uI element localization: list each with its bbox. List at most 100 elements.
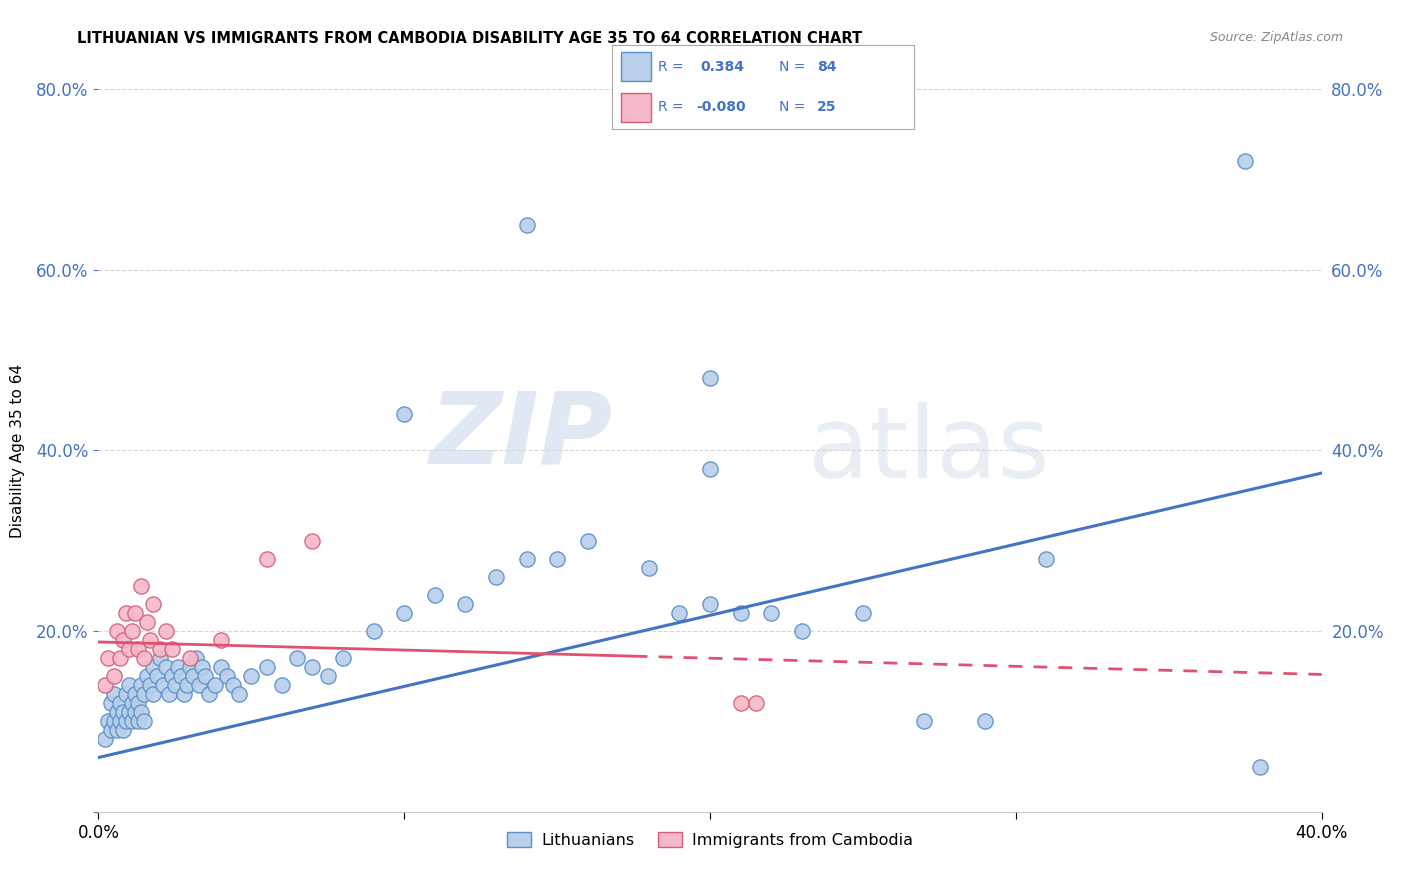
Point	[745, 697, 768, 711]
Text: Source: ZipAtlas.com: Source: ZipAtlas.com	[1209, 31, 1343, 45]
Point	[516, 551, 538, 566]
Bar	[620, 93, 651, 121]
Point	[730, 697, 752, 711]
Point	[105, 706, 128, 720]
Point	[136, 669, 159, 683]
Point	[115, 606, 138, 620]
Point	[912, 714, 935, 729]
Point	[121, 714, 143, 729]
Point	[222, 678, 245, 692]
Point	[108, 697, 131, 711]
Point	[121, 624, 143, 639]
Point	[105, 624, 128, 639]
Text: 0.384: 0.384	[700, 60, 745, 74]
Point	[121, 697, 143, 711]
Point	[228, 687, 250, 701]
Point	[127, 642, 149, 657]
Point	[160, 669, 183, 683]
Point	[668, 606, 690, 620]
Point	[127, 697, 149, 711]
Point	[134, 687, 156, 701]
Point	[157, 687, 180, 701]
Point	[256, 551, 278, 566]
Point	[546, 551, 568, 566]
Point	[204, 678, 226, 692]
Point	[155, 660, 177, 674]
Point	[142, 597, 165, 611]
Text: -0.080: -0.080	[696, 100, 745, 114]
Point	[790, 624, 813, 639]
Point	[103, 714, 125, 729]
Point	[124, 687, 146, 701]
Point	[134, 651, 156, 665]
Point	[316, 669, 339, 683]
Point	[392, 606, 416, 620]
Point	[730, 606, 752, 620]
Point	[139, 633, 162, 648]
Point	[111, 633, 134, 648]
Point	[129, 678, 152, 692]
Point	[215, 669, 238, 683]
Text: N =: N =	[779, 100, 806, 114]
Point	[152, 678, 174, 692]
Point	[127, 714, 149, 729]
Point	[516, 218, 538, 232]
Point	[209, 633, 232, 648]
Point	[115, 714, 138, 729]
Point	[852, 606, 875, 620]
Point	[103, 687, 125, 701]
Point	[191, 660, 214, 674]
Point	[759, 606, 782, 620]
Point	[163, 678, 186, 692]
Point	[270, 678, 292, 692]
Point	[699, 371, 721, 385]
Point	[93, 678, 115, 692]
Point	[105, 723, 128, 738]
Point	[108, 714, 131, 729]
Point	[149, 642, 172, 657]
Point	[186, 651, 208, 665]
Point	[423, 588, 446, 602]
Point	[188, 678, 211, 692]
Point	[194, 669, 217, 683]
Point	[108, 651, 131, 665]
Point	[637, 561, 661, 575]
Point	[139, 678, 162, 692]
Point	[160, 642, 183, 657]
Point	[181, 669, 204, 683]
Point	[176, 678, 198, 692]
Point	[301, 660, 323, 674]
Point	[129, 579, 152, 593]
Point	[118, 642, 141, 657]
Point	[209, 660, 232, 674]
Point	[134, 714, 156, 729]
Point	[240, 669, 263, 683]
Legend: Lithuanians, Immigrants from Cambodia: Lithuanians, Immigrants from Cambodia	[501, 826, 920, 855]
Text: LITHUANIAN VS IMMIGRANTS FROM CAMBODIA DISABILITY AGE 35 TO 64 CORRELATION CHART: LITHUANIAN VS IMMIGRANTS FROM CAMBODIA D…	[77, 31, 862, 46]
Point	[103, 669, 125, 683]
Text: 25: 25	[817, 100, 837, 114]
Point	[111, 706, 134, 720]
Point	[256, 660, 278, 674]
Point	[97, 651, 120, 665]
Point	[197, 687, 219, 701]
Point	[285, 651, 308, 665]
Point	[1249, 759, 1271, 773]
Point	[301, 533, 323, 548]
Text: N =: N =	[779, 60, 806, 74]
Point	[124, 606, 146, 620]
Bar	[620, 53, 651, 81]
Point	[115, 687, 138, 701]
Point	[124, 706, 146, 720]
Point	[167, 660, 190, 674]
Point	[118, 678, 141, 692]
Point	[699, 461, 721, 475]
Point	[576, 533, 599, 548]
Text: 84: 84	[817, 60, 837, 74]
Point	[170, 669, 193, 683]
Y-axis label: Disability Age 35 to 64: Disability Age 35 to 64	[10, 363, 25, 538]
Point	[392, 407, 416, 422]
Point	[129, 706, 152, 720]
Point	[699, 597, 721, 611]
Point	[111, 723, 134, 738]
